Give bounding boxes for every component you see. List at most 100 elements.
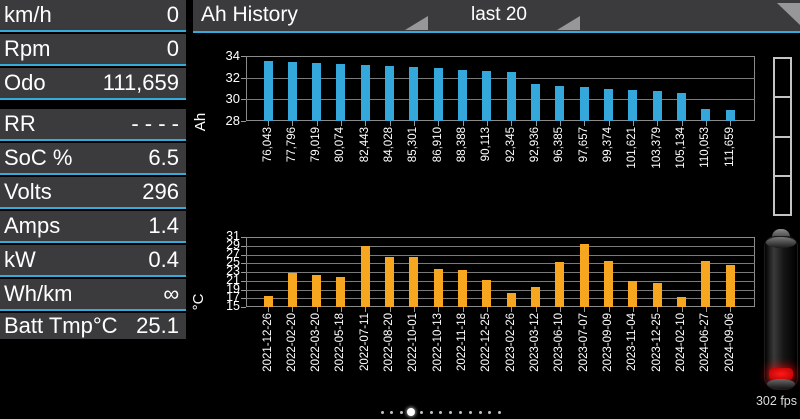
battery-charge-level [769,368,793,380]
field-label: Rpm [4,36,51,61]
spinner-dropdown-icon[interactable] [405,16,428,30]
x-tick-mark [681,307,683,312]
ah-history-chart-bar [458,70,468,121]
x-tick-mark [535,121,537,126]
field-odometer[interactable]: Odo 111,659 [0,68,186,100]
page-dot [498,410,502,414]
ah-history-chart-bar [385,66,395,121]
y-tick-label: 25 [226,255,240,270]
x-tick-label: 97,657 [577,127,590,163]
range-spinner[interactable]: last 20 [471,4,527,25]
y-tick-mark [241,99,246,101]
x-tick-mark [730,121,732,126]
x-tick-mark [657,307,659,312]
field-soc[interactable]: SoC % 6.5 [0,143,186,175]
x-tick-mark [413,307,415,312]
x-tick-label: 103,379 [650,127,663,169]
x-tick-label: 2022-07-11 [358,313,371,371]
field-volts[interactable]: Volts 296 [0,177,186,209]
y-tick-mark [241,56,246,57]
page-dot [439,410,443,414]
temperature-chart-bar [409,256,419,307]
x-tick-label: 2023-06-10 [553,313,566,372]
ah-history-chart-bar [677,93,687,121]
ah-history-chart-bar [433,68,443,121]
field-batt-temp[interactable]: Batt Tmp°C 25.1 [0,313,186,339]
x-tick-label: 88,388 [456,127,469,163]
field-kw[interactable]: kW 0.4 [0,245,186,277]
page-dot [380,410,384,414]
page-dot [458,410,462,414]
x-tick-mark [608,307,610,312]
x-tick-label: 82,443 [358,127,371,163]
x-tick-mark [559,307,561,312]
temperature-chart-bar [531,286,541,307]
page-dot [449,410,453,414]
gridline [246,77,755,79]
y-tick-label: 15 [226,299,240,313]
x-tick-mark [292,121,294,126]
fps-counter: 302 fps [755,394,797,408]
gear-segment [775,98,790,138]
gridline [246,263,755,265]
spinner-dropdown-icon[interactable] [557,16,580,30]
gear-segment [775,59,790,99]
field-rr[interactable]: RR - - - - [0,109,186,141]
x-tick-mark [632,307,634,312]
x-tick-mark [559,121,561,126]
y-tick-mark [241,263,246,265]
ah-history-chart-bar [263,61,273,121]
y-tick-label: 34 [225,48,240,63]
field-value: ∞ [163,281,179,306]
field-label: km/h [4,2,52,27]
temperature-chart-bar [263,295,273,307]
chart-type-spinner[interactable]: Ah History [201,3,298,26]
x-tick-label: 2024-02-10 [675,313,688,372]
temperature-chart-bar [360,245,370,307]
ah-history-chart-bar [531,84,541,121]
y-tick-mark [241,280,246,282]
field-label: SoC % [4,145,73,170]
battery-icon [766,237,796,248]
x-tick-mark [486,307,488,312]
x-tick-label: 84,028 [383,127,396,163]
field-label: Odo [4,70,46,95]
ah-history-chart-bar [652,91,662,121]
field-whkm[interactable]: Wh/km ∞ [0,279,186,311]
temperature-chart-bar [482,280,492,307]
x-tick-mark [340,121,342,126]
ah-history-chart-bar [506,72,516,121]
ah-history-chart-bar [701,108,711,121]
page-dot [488,410,492,414]
y-tick-mark [241,77,246,79]
x-tick-mark [462,121,464,126]
field-value: 0.4 [148,247,179,272]
page-dot [478,410,482,414]
telemetry-sidebar: km/h 0 Rpm 0 Odo 111,659 RR - - - - SoC … [0,0,186,341]
field-label: kW [4,247,36,272]
x-tick-label: 2022-10-13 [431,313,444,372]
temperature-chart-bar [701,261,711,307]
sidebar-group-gap [0,102,186,109]
x-tick-mark [292,307,294,312]
field-speed[interactable]: km/h 0 [0,0,186,32]
page-dot [400,410,404,414]
gridline [246,289,755,291]
field-amps[interactable]: Amps 1.4 [0,211,186,243]
x-tick-mark [511,121,513,126]
x-tick-label: 2024-09-06 [723,313,736,372]
field-label: RR [4,111,36,136]
field-rpm[interactable]: Rpm 0 [0,34,186,66]
temperature-chart-bar [433,268,443,307]
x-tick-label: 2022-03-20 [310,313,323,372]
temperature-chart-bar [312,274,322,307]
x-tick-label: 105,134 [675,127,688,169]
ah-history-chart-plot-area [246,56,755,121]
y-tick-mark [241,289,246,291]
x-tick-label: 2022-08-20 [383,313,396,372]
y-tick-mark [241,121,246,122]
temperature-chart-bar [555,261,565,307]
x-tick-mark [705,121,707,126]
x-tick-mark [389,121,391,126]
corner-grip-icon[interactable] [777,3,800,25]
